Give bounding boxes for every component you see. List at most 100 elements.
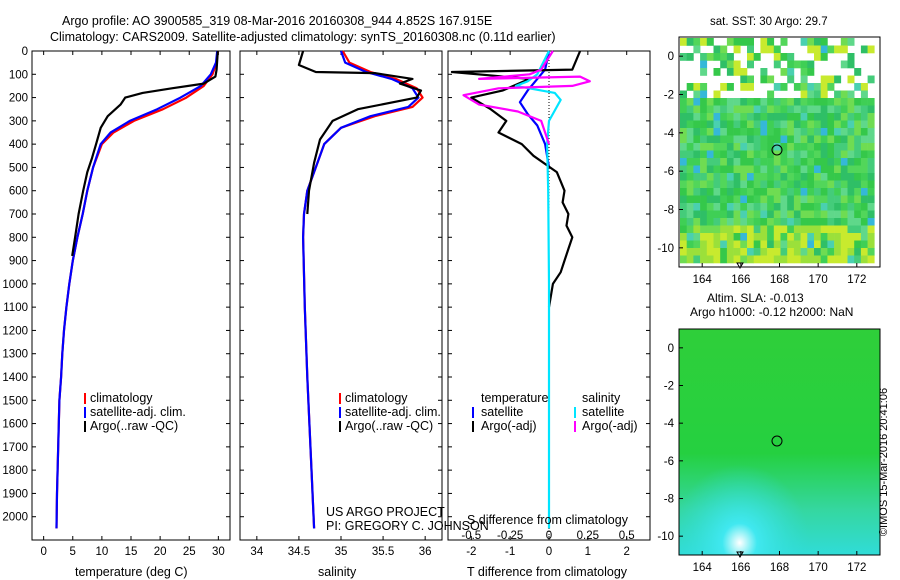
- sst-cell: [800, 233, 808, 241]
- sst-cell: [773, 248, 781, 256]
- sst-cell: [713, 195, 721, 204]
- x-tick-label: 5: [70, 546, 76, 558]
- sst-cell: [780, 255, 788, 264]
- sst-cell: [706, 233, 714, 241]
- sst-cell: [747, 210, 754, 219]
- sst-cell: [726, 60, 734, 69]
- sst-cell: [840, 38, 848, 46]
- sst-cell: [720, 225, 728, 234]
- legend-swatch-t-satellite: [472, 407, 474, 418]
- sst-cell: [814, 45, 821, 54]
- sst-cell: [773, 173, 781, 181]
- sst-cell: [780, 53, 788, 61]
- map-x-tick-label: 166: [731, 274, 750, 286]
- sst-cell: [780, 98, 788, 106]
- legend-label-satellite: satellite-adj. clim.: [345, 405, 441, 419]
- sst-cell: [700, 255, 708, 264]
- sst-cell: [854, 195, 862, 204]
- sst-cell: [713, 233, 721, 241]
- sst-cell: [867, 240, 875, 249]
- sst-cell: [834, 165, 842, 174]
- map-y-tick-label: -6: [664, 456, 674, 468]
- sst-cell: [840, 180, 848, 189]
- sst-cell: [807, 113, 815, 121]
- sst-cell: [760, 195, 768, 204]
- sst-cell: [820, 128, 828, 136]
- sst-cell: [840, 150, 848, 159]
- legend-label-argo: Argo(..raw -QC): [345, 419, 434, 433]
- sst-cell: [860, 188, 868, 196]
- map-y-tick-label: -8: [664, 494, 674, 506]
- sst-cell: [733, 98, 741, 106]
- sst-cell: [820, 248, 828, 256]
- sst-cell: [680, 53, 687, 61]
- sst-cell: [693, 158, 701, 166]
- sst-cell: [820, 203, 828, 211]
- x-tick-label: 15: [125, 546, 138, 558]
- legend-swatch-climatology: [339, 393, 341, 404]
- sst-cell: [733, 68, 741, 76]
- sst-cell: [847, 173, 855, 181]
- map-x-tick-label: 172: [847, 562, 866, 574]
- sst-cell: [793, 98, 801, 106]
- sst-cell: [747, 113, 754, 121]
- sst-cell: [753, 173, 761, 181]
- sst-cell: [867, 218, 875, 226]
- sst-cell: [854, 135, 862, 144]
- sst-cell: [787, 60, 795, 69]
- sst-cell: [814, 120, 821, 129]
- credit-project: US ARGO PROJECT: [326, 505, 445, 519]
- sst-cell: [780, 188, 788, 196]
- sst-cell: [700, 105, 708, 114]
- sst-cell: [726, 173, 734, 181]
- x-top-tick-label: 0.25: [577, 530, 599, 542]
- sst-cell: [740, 255, 748, 264]
- sst-cell: [807, 203, 815, 211]
- sst-cell: [834, 113, 842, 121]
- sst-cell: [713, 68, 721, 76]
- sst-cell: [847, 53, 855, 61]
- sst-cell: [693, 105, 701, 114]
- sst-cell: [760, 225, 768, 234]
- sst-cell: [814, 113, 821, 121]
- sst-cell: [834, 75, 842, 84]
- sst-cell: [747, 60, 754, 69]
- legend-swatch-t-argo: [472, 421, 474, 432]
- map-y-tick-label: -8: [664, 205, 674, 217]
- legend-label-t-satellite: satellite: [481, 405, 524, 419]
- sst-cell: [834, 128, 842, 136]
- sst-cell: [793, 248, 801, 256]
- sst-cell: [720, 45, 728, 54]
- sst-cell: [753, 113, 761, 121]
- sst-cell: [787, 105, 795, 114]
- sst-cell: [800, 135, 808, 144]
- x-tick-label: 34.5: [288, 546, 310, 558]
- sst-cell: [726, 225, 734, 234]
- sst-cell: [800, 83, 808, 91]
- sst-cell: [814, 180, 821, 189]
- sst-cell: [847, 158, 855, 166]
- y-tick-label: 1600: [2, 419, 28, 431]
- sst-cell: [814, 225, 821, 234]
- imos-stamp: ©IMOS 15-Mar-2016 20:41:06: [878, 387, 891, 537]
- sst-cell: [860, 135, 868, 144]
- sst-cell: [827, 135, 835, 144]
- legend-label-s-argo: Argo(-adj): [582, 419, 638, 433]
- sst-cell: [700, 165, 708, 174]
- x-tick-label: 0: [40, 546, 46, 558]
- sst-cell: [840, 248, 848, 256]
- sst-cell: [740, 195, 748, 204]
- x-tick-label: 1: [585, 546, 591, 558]
- sst-cell: [834, 158, 842, 166]
- sst-cell: [733, 150, 741, 159]
- sst-cell: [820, 240, 828, 249]
- sst-cell: [686, 233, 694, 241]
- sst-cell: [814, 128, 821, 136]
- x-top-tick-label: -0.25: [497, 530, 523, 542]
- sst-cell: [747, 38, 754, 46]
- sst-cell: [726, 255, 734, 264]
- sst-cell: [807, 98, 815, 106]
- sst-cell: [820, 165, 828, 174]
- sst-cell: [840, 165, 848, 174]
- sst-cell: [814, 195, 821, 204]
